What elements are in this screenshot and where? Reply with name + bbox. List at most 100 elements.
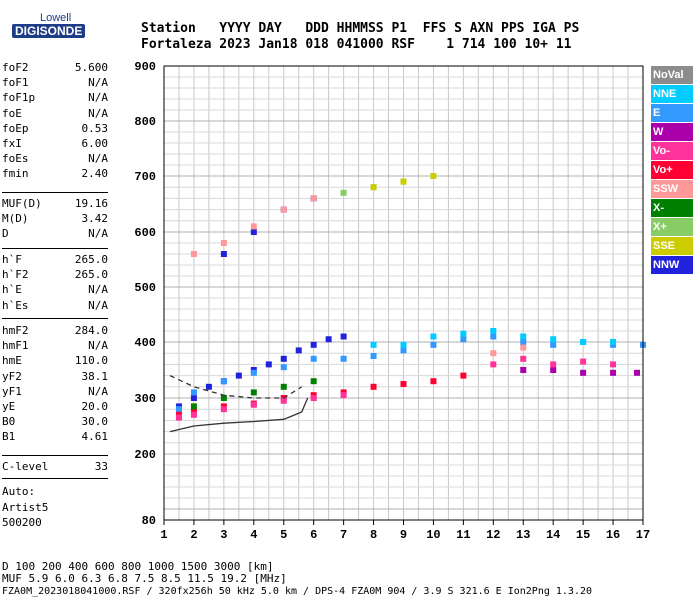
data-point xyxy=(430,333,437,340)
data-point xyxy=(205,383,212,390)
data-point xyxy=(430,378,437,385)
data-point xyxy=(250,229,257,235)
x-tick-label: 2 xyxy=(190,528,197,542)
data-point xyxy=(490,328,497,334)
data-point xyxy=(220,378,227,385)
param-value: 38.1 xyxy=(81,369,109,383)
param-value: N/A xyxy=(88,298,108,312)
param-row: MUF(D) 19.16 xyxy=(2,196,108,212)
legend-item-e: E xyxy=(651,104,693,122)
legend-item-nne: NNE xyxy=(651,85,693,103)
param-name: foE xyxy=(2,106,22,120)
data-point xyxy=(400,381,407,387)
param-name: hmE xyxy=(2,354,22,368)
param-name: yF2 xyxy=(2,369,22,383)
legend-item-sse: SSE xyxy=(651,237,693,255)
data-point xyxy=(310,341,317,348)
param-name: h`E xyxy=(2,283,22,297)
series-e xyxy=(175,333,646,413)
param-row: hmF2 284.0 xyxy=(2,323,108,339)
data-point xyxy=(580,358,587,365)
param-row: yF2 38.1 xyxy=(2,369,108,385)
data-point xyxy=(460,336,467,343)
series-w xyxy=(520,367,641,376)
data-point xyxy=(220,251,227,257)
data-point xyxy=(340,355,347,362)
chart-curves xyxy=(169,375,309,433)
legend-item-vo-: Vo+ xyxy=(651,161,693,179)
y-tick-label: 500 xyxy=(134,281,156,295)
param-name: h`Es xyxy=(2,298,29,312)
y-tick-label: 800 xyxy=(134,115,156,129)
auto-code: 500200 xyxy=(2,516,42,529)
param-row: B0 30.0 xyxy=(2,414,108,430)
data-point xyxy=(280,383,287,390)
param-row: D N/A xyxy=(2,226,108,242)
data-point xyxy=(520,333,527,340)
data-point xyxy=(250,401,257,408)
data-point xyxy=(490,361,497,368)
param-name: D xyxy=(2,227,9,241)
param-name: yF1 xyxy=(2,384,22,398)
param-value: N/A xyxy=(88,106,108,120)
data-point xyxy=(610,339,617,345)
param-value: N/A xyxy=(88,152,108,166)
data-point xyxy=(430,341,437,348)
param-value: 110.0 xyxy=(74,354,108,368)
param-value: 2.40 xyxy=(81,167,109,181)
legend-item-ssw: SSW xyxy=(651,180,693,198)
separator xyxy=(2,318,108,319)
data-point xyxy=(310,355,317,362)
series-nne xyxy=(370,328,617,348)
data-point xyxy=(250,223,257,230)
param-row: h`F 265.0 xyxy=(2,252,108,268)
data-point xyxy=(280,397,287,404)
x-tick-label: 9 xyxy=(400,528,407,542)
data-point xyxy=(235,372,242,379)
data-point xyxy=(220,406,227,413)
x-tick-label: 4 xyxy=(250,528,257,542)
header-labels: Station YYYY DAY DDD HHMMSS P1 FFS S AXN… xyxy=(141,21,580,36)
param-row: yF1 N/A xyxy=(2,384,108,400)
param-name: foF1p xyxy=(2,91,36,105)
y-tick-label: 700 xyxy=(134,170,156,184)
data-point xyxy=(550,367,557,373)
separator xyxy=(2,192,108,193)
param-value: 0.53 xyxy=(81,121,109,135)
param-value: 6.00 xyxy=(81,137,109,150)
x-tick-label: 16 xyxy=(606,528,620,542)
param-name: foF1 xyxy=(2,76,29,90)
chart-series xyxy=(175,173,646,421)
data-point xyxy=(370,383,377,390)
data-point xyxy=(580,339,587,345)
param-name: foEp xyxy=(2,121,29,135)
param-value: 20.0 xyxy=(81,400,109,413)
param-row: h`Es N/A xyxy=(2,298,108,314)
param-value: 4.61 xyxy=(81,430,109,444)
param-name: hmF2 xyxy=(2,324,29,337)
param-value: N/A xyxy=(88,227,108,241)
data-point xyxy=(550,341,557,348)
param-name: C-level xyxy=(2,460,49,473)
dashed-curve xyxy=(169,375,303,399)
param-value: 5.600 xyxy=(74,61,108,74)
data-point xyxy=(370,184,377,191)
param-value: N/A xyxy=(88,76,108,90)
data-point xyxy=(310,395,317,401)
x-tick-label: 13 xyxy=(516,528,530,542)
separator xyxy=(2,478,108,479)
series-ssw xyxy=(190,195,527,357)
data-point xyxy=(310,378,317,385)
param-row: yE 20.0 xyxy=(2,399,108,415)
legend-item-w: W xyxy=(651,123,693,141)
x-tick-label: 6 xyxy=(310,528,317,542)
param-value: 265.0 xyxy=(74,268,108,282)
data-point xyxy=(520,367,527,373)
param-name: B0 xyxy=(2,415,16,429)
x-tick-label: 1 xyxy=(160,528,167,542)
param-value: N/A xyxy=(88,384,108,398)
data-point xyxy=(340,189,347,196)
param-row: h`E N/A xyxy=(2,282,108,298)
y-tick-label: 400 xyxy=(134,336,156,350)
file-info: FZA0M_2023018041000.RSF / 320fx256h 50 k… xyxy=(2,586,593,597)
